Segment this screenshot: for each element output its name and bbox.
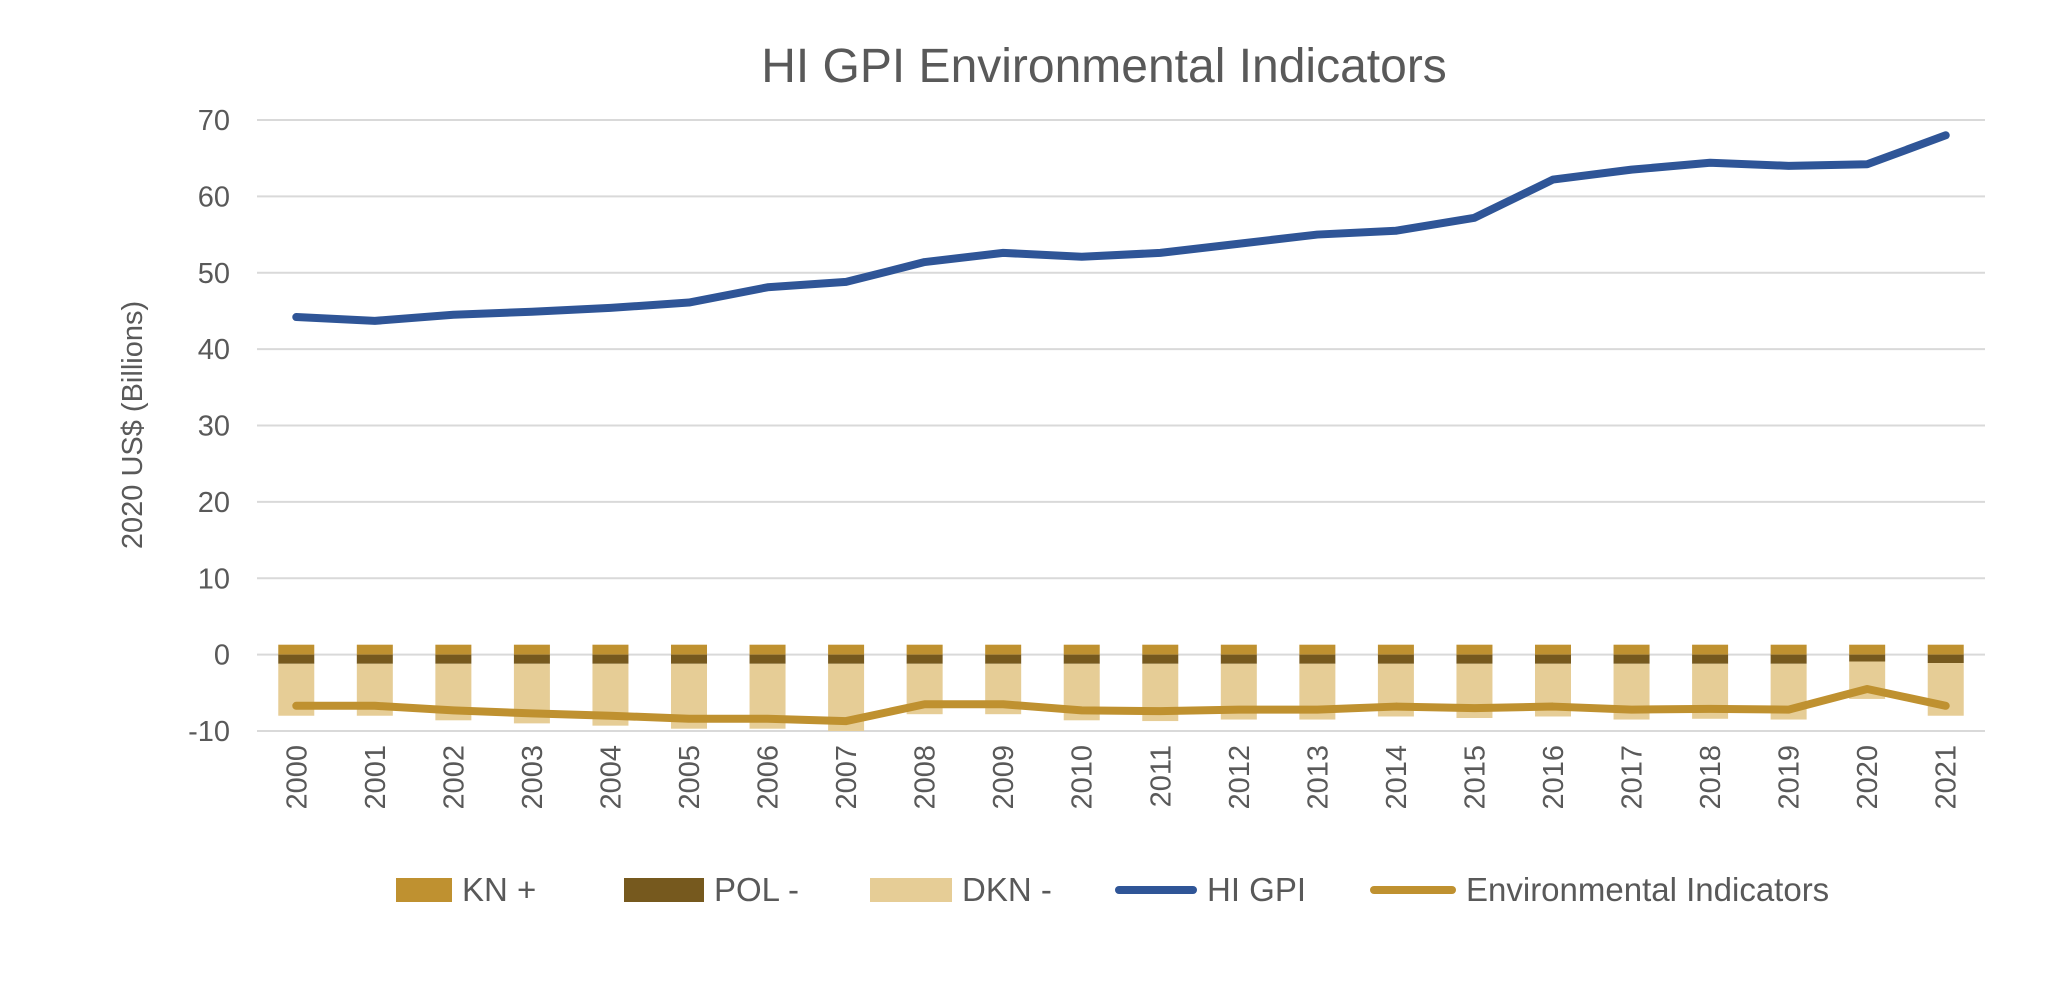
bar-kn	[278, 644, 315, 655]
y-tick-label: 0	[214, 640, 230, 672]
line-environmental-indicators	[292, 684, 1950, 726]
legend-swatch-pol	[624, 878, 704, 902]
x-tick-label: 2011	[1145, 745, 1177, 807]
bar-kn	[592, 644, 629, 655]
y-tick-label: 20	[198, 487, 230, 519]
bar-pol	[1849, 654, 1886, 662]
bar-pol	[671, 654, 707, 664]
bar-kn	[985, 644, 1022, 655]
x-tick-label: 2013	[1302, 745, 1334, 810]
x-tick-label: 2007	[831, 745, 863, 810]
bar-kn	[513, 644, 550, 655]
x-tick-label: 2014	[1381, 745, 1413, 810]
bar-pol	[1613, 654, 1650, 664]
y-tick-label: 30	[198, 411, 230, 443]
line-hi-gpi	[292, 131, 1950, 325]
legend-label-env: Environmental Indicators	[1466, 871, 1830, 908]
bar-kn	[1770, 644, 1807, 655]
x-tick-label: 2001	[360, 745, 392, 810]
bar-pol	[1456, 654, 1493, 664]
bar-kn	[435, 644, 472, 655]
bar-kn	[1927, 644, 1964, 655]
x-tick-label: 2002	[438, 745, 470, 810]
bar-pol	[278, 654, 315, 664]
bar-kn	[1535, 644, 1571, 655]
x-tick-label: 2005	[674, 745, 706, 810]
legend-item-dkn: DKN -	[870, 871, 1052, 909]
legend-label-kn: KN +	[462, 871, 537, 908]
chart-title: HI GPI Environmental Indicators	[761, 40, 1447, 93]
bar-pol	[1063, 654, 1100, 664]
bar-kn	[356, 644, 393, 655]
x-tick-label: 2009	[988, 745, 1020, 810]
legend-label-pol: POL -	[714, 871, 799, 908]
x-tick-label: 2010	[1067, 745, 1099, 810]
bar-kn	[906, 644, 943, 655]
bar-pol	[356, 654, 393, 664]
legend-item-pol: POL -	[624, 871, 799, 909]
x-tick-label: 2006	[753, 745, 785, 810]
legend-label-hi-gpi: HI GPI	[1207, 871, 1307, 908]
x-tick-label: 2003	[517, 745, 549, 810]
bar-kn	[749, 644, 786, 655]
legend-line-hi-gpi	[1115, 886, 1197, 894]
x-tick-label: 2017	[1617, 745, 1649, 810]
x-tick-label: 2000	[281, 745, 313, 810]
x-tick-label: 2015	[1459, 745, 1491, 810]
x-tick-label: 2020	[1852, 745, 1884, 810]
bar-pol	[1692, 654, 1729, 664]
x-tick-label: 2018	[1695, 745, 1727, 810]
x-tick-label: 2021	[1931, 745, 1963, 810]
bar-kn	[1299, 644, 1336, 655]
bar-pol	[1927, 654, 1964, 664]
legend-item-hi-gpi: HI GPI	[1115, 871, 1306, 909]
bar-kn	[1849, 644, 1886, 655]
bar-pol	[592, 654, 629, 664]
bar-kn	[671, 644, 707, 655]
x-tick-label: 2004	[595, 745, 627, 810]
bar-pol	[1220, 654, 1257, 664]
bar-kn	[1692, 644, 1729, 655]
legend-line-env	[1370, 886, 1456, 894]
x-tick-label: 2008	[910, 745, 942, 810]
bar-kn	[1456, 644, 1493, 655]
bar-kn	[1220, 644, 1257, 655]
bar-pol	[749, 654, 786, 664]
x-tick-label: 2016	[1538, 745, 1570, 810]
bar-pol	[1142, 654, 1179, 664]
legend-swatch-dkn	[870, 878, 952, 902]
bar-pol	[985, 654, 1022, 664]
y-tick-label: 10	[198, 563, 230, 595]
bar-kn	[1613, 644, 1650, 655]
bar-kn	[1377, 644, 1414, 655]
bar-pol	[1535, 654, 1571, 664]
bar-pol	[1377, 654, 1414, 664]
bar-pol	[435, 654, 472, 664]
legend-item-kn: KN +	[396, 871, 536, 909]
x-tick-label: 2012	[1224, 745, 1256, 810]
y-axis-label: 2020 US$ (Billions)	[117, 301, 149, 549]
y-tick-label: 50	[198, 258, 230, 290]
y-tick-label: 40	[198, 334, 230, 366]
legend-item-env: Environmental Indicators	[1370, 871, 1829, 909]
bar-pol	[1770, 654, 1807, 664]
bar-kn	[1142, 644, 1179, 655]
x-tick-label: 2019	[1774, 745, 1806, 810]
bar-pol	[1299, 654, 1336, 664]
y-tick-label: 60	[198, 181, 230, 213]
bar-kn	[1063, 644, 1100, 655]
bar-pol	[513, 654, 550, 664]
bar-kn	[828, 644, 865, 655]
y-tick-label: -10	[188, 716, 230, 748]
y-tick-label: 70	[198, 105, 230, 137]
bar-pol	[906, 654, 943, 664]
bar-pol	[828, 654, 865, 664]
legend-swatch-kn	[396, 878, 452, 902]
legend-label-dkn: DKN -	[962, 871, 1052, 908]
